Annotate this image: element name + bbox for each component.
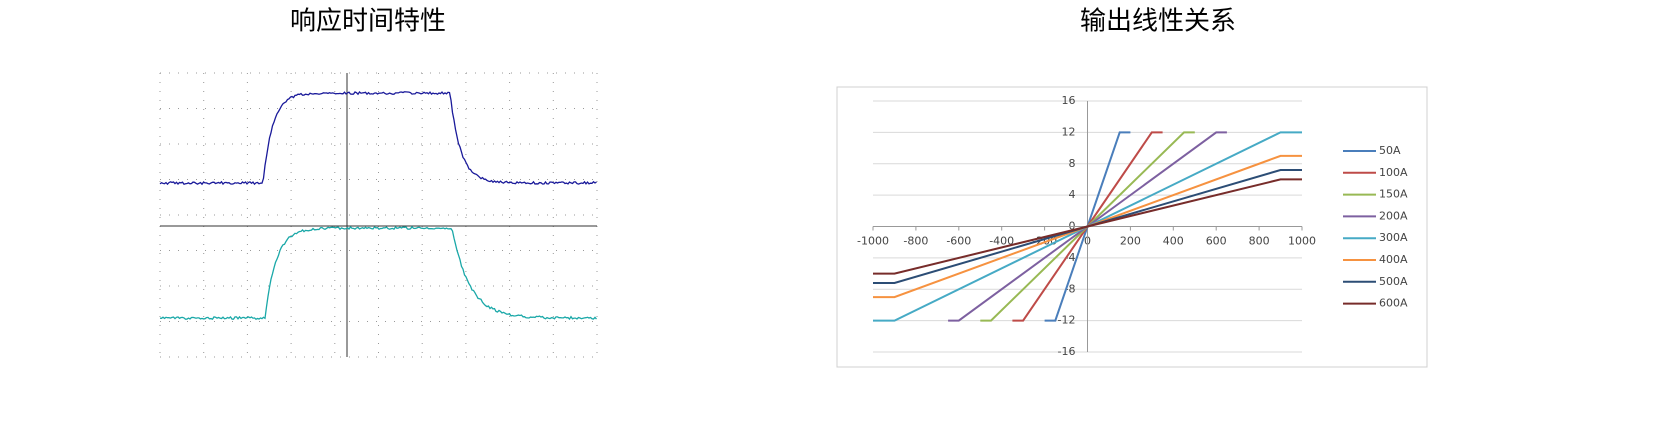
x-tick-label: -800 <box>903 235 928 248</box>
y-tick-label: -12 <box>1058 314 1076 327</box>
oscilloscope <box>160 73 597 357</box>
y-tick-label: 16 <box>1062 94 1076 107</box>
legend-label: 400A <box>1379 253 1408 266</box>
legend-label: 50A <box>1379 144 1401 157</box>
chart-title: 输出线性关系 <box>1080 7 1236 37</box>
x-tick-label: 800 <box>1249 235 1270 248</box>
legend-label: 300A <box>1379 231 1408 244</box>
legend-label: 200A <box>1379 209 1408 222</box>
scope-title: 响应时间特性 <box>290 7 446 37</box>
y-tick-label: -16 <box>1058 345 1076 358</box>
x-tick-label: 200 <box>1120 235 1141 248</box>
legend-label: 600A <box>1379 297 1408 310</box>
waveform <box>160 227 597 319</box>
legend-label: 150A <box>1379 188 1408 201</box>
y-tick-label: 4 <box>1069 188 1076 201</box>
page: {"oscilloscope": {"title": "响应时间特性"}, "c… <box>0 0 1653 423</box>
y-tick-label: 12 <box>1062 125 1076 138</box>
x-tick-label: 400 <box>1163 235 1184 248</box>
x-tick-label: -1000 <box>857 235 889 248</box>
waveform <box>160 92 597 184</box>
figure: 响应时间特性 输出线性关系 -16-12-8-40481216-1000-800… <box>0 0 1653 423</box>
y-tick-label: 8 <box>1069 157 1076 170</box>
x-tick-label: 600 <box>1206 235 1227 248</box>
x-tick-label: -600 <box>946 235 971 248</box>
legend-label: 100A <box>1379 166 1408 179</box>
x-tick-label: 1000 <box>1288 235 1316 248</box>
legend-label: 500A <box>1379 275 1408 288</box>
